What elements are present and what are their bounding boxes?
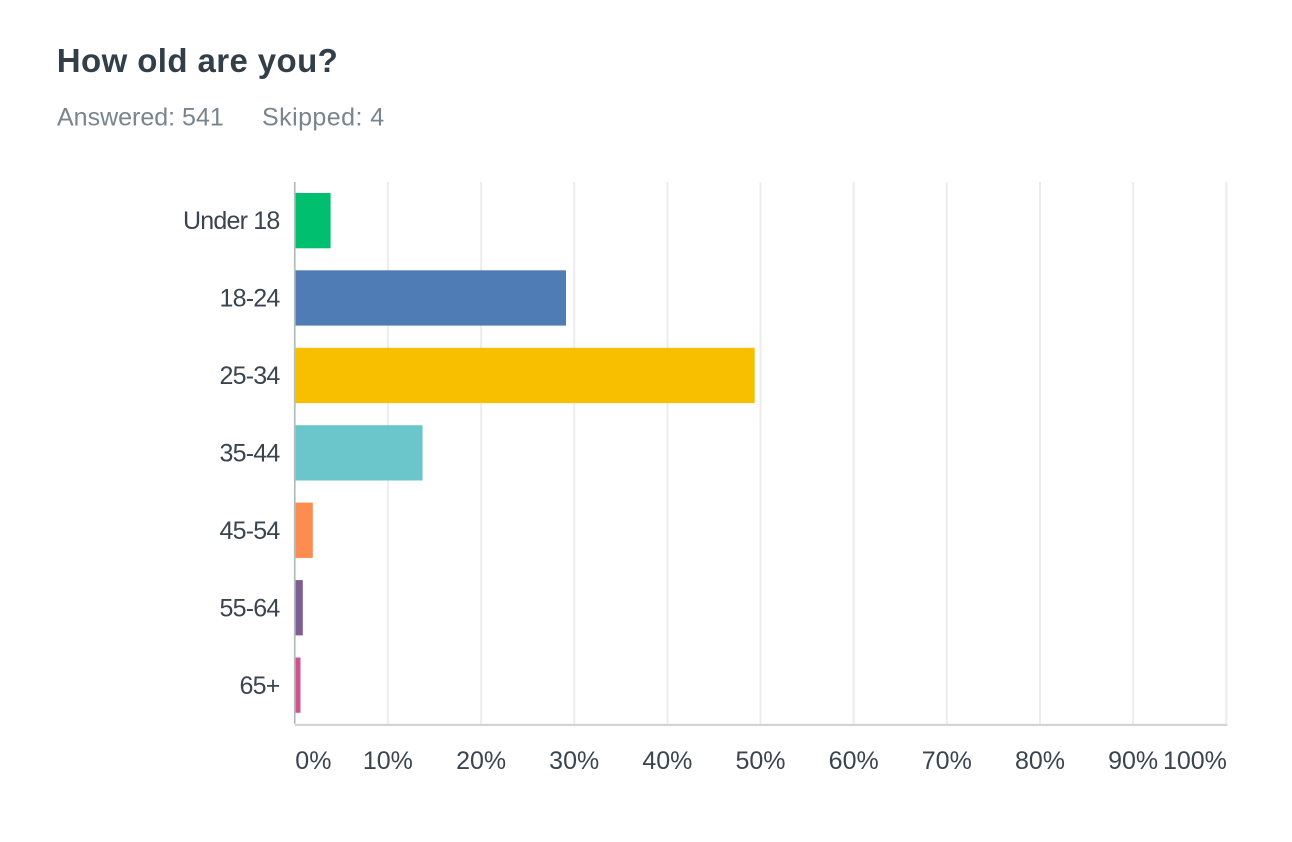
- svg-text:80%: 80%: [1015, 747, 1065, 775]
- svg-text:100%: 100%: [1163, 747, 1227, 775]
- svg-text:55-64: 55-64: [220, 594, 281, 622]
- svg-text:30%: 30%: [549, 747, 599, 775]
- svg-text:Under 18: Under 18: [183, 207, 279, 235]
- svg-text:45-54: 45-54: [220, 517, 281, 545]
- svg-text:60%: 60%: [829, 747, 879, 775]
- svg-text:Skipped: 4: Skipped: 4: [262, 104, 385, 132]
- svg-text:40%: 40%: [642, 747, 692, 775]
- svg-text:10%: 10%: [363, 747, 413, 775]
- svg-text:50%: 50%: [735, 747, 785, 775]
- svg-text:0%: 0%: [295, 747, 331, 775]
- svg-text:65+: 65+: [239, 672, 279, 700]
- svg-text:20%: 20%: [456, 747, 506, 775]
- svg-text:How old are you?: How old are you?: [57, 42, 338, 79]
- svg-text:25-34: 25-34: [220, 362, 281, 390]
- svg-text:18-24: 18-24: [220, 285, 281, 313]
- svg-text:35-44: 35-44: [220, 440, 281, 468]
- svg-text:70%: 70%: [922, 747, 972, 775]
- svg-text:Answered: 541: Answered: 541: [57, 104, 224, 132]
- svg-text:90%: 90%: [1108, 747, 1158, 775]
